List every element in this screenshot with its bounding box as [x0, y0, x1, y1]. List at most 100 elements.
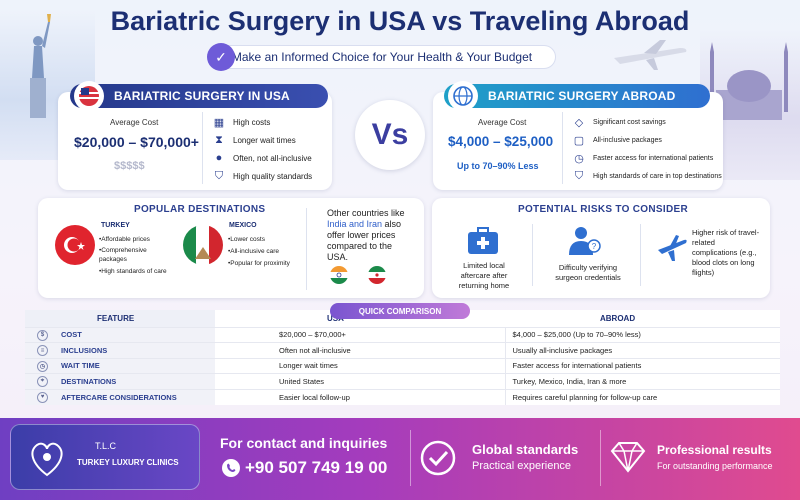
row-feature: AFTERCARE CONSIDERATIONS — [61, 392, 177, 402]
clinic-logo-box: T.L.C TURKEY LUXURY CLINICS — [10, 424, 200, 490]
row-usa-value: Often not all-inclusive — [215, 342, 506, 358]
row-usa-value: Easier local follow-up — [215, 388, 506, 405]
usa-card — [58, 92, 332, 190]
mexico-item-1: •Lower costs — [228, 236, 265, 243]
row-usa-value: Longer wait times — [215, 357, 506, 374]
person-icon: ● — [215, 152, 223, 164]
subtitle-text: Make an Informed Choice for Your Health … — [231, 50, 533, 64]
mexico-name: MEXICO — [229, 222, 257, 229]
comparison-table: FEATURE USA ABROAD $COST $20,000 – $70,0… — [25, 310, 780, 405]
mexico-item-3: •Popular for proximity — [228, 260, 290, 267]
footer-divider-2 — [600, 430, 601, 486]
risks-divider-1 — [532, 224, 533, 286]
row-abroad-value: Turkey, Mexico, India, Iran & more — [505, 373, 780, 389]
doctor-question-icon: ? — [569, 227, 601, 255]
phone-number[interactable]: +90 507 749 19 00 — [245, 458, 388, 477]
destinations-title: POPULAR DESTINATIONS — [134, 204, 266, 215]
abroad-badge-label: BARIATRIC SURGERY ABROAD — [488, 89, 676, 103]
header-abroad: ABROAD — [505, 310, 780, 327]
other-countries-text: Other countries like India and Iran also… — [327, 208, 405, 262]
svg-text:?: ? — [592, 242, 597, 251]
turkey-item-2: •Comprehensive packages — [99, 247, 147, 263]
header-feature: FEATURE — [25, 310, 215, 327]
usa-price-level: $$$$$ — [114, 160, 145, 172]
whatsapp-icon[interactable] — [221, 458, 241, 478]
risks-title: POTENTIAL RISKS TO CONSIDER — [518, 204, 688, 215]
shield-check-icon: ⛉ — [574, 169, 584, 182]
row-abroad-value: Usually all-inclusive packages — [505, 342, 780, 358]
row-feature: COST — [61, 330, 82, 340]
table-row: ◷ WAIT TIME Longer wait times Faster acce… — [25, 357, 780, 374]
table-row: ≡ INCLUSIONS Often not all-inclusive Usua… — [25, 342, 780, 358]
india-flag-icon — [330, 266, 348, 284]
abroad-bullet-4: ⛉ High standards of care in top destinati… — [572, 169, 722, 183]
us-globe-icon — [74, 81, 104, 111]
logo-short: T.L.C — [95, 441, 117, 451]
heart-icon: ♥ — [37, 391, 48, 403]
turkey-item-3: •High standards of care — [99, 268, 167, 275]
shield-check-icon: ⛉ — [214, 169, 224, 182]
standards-sub: Practical experience — [472, 460, 572, 472]
usa-bullet-1: ▦ High costs — [213, 116, 271, 129]
mexico-item-2: •All-inclusive care — [228, 248, 280, 255]
footer-divider-1 — [410, 430, 411, 486]
abroad-badge: BARIATRIC SURGERY ABROAD — [444, 81, 710, 111]
risk-item-2: Difficulty verifying surgeon credentials — [555, 263, 621, 282]
dollar-icon: $ — [37, 329, 48, 341]
abroad-card — [433, 92, 723, 190]
row-feature: INCLUSIONS — [61, 345, 108, 355]
mosque-icon — [710, 42, 788, 120]
usa-bullet-2: ⧗ Longer wait times — [212, 133, 296, 147]
abroad-divider — [562, 112, 563, 184]
results-title: Professional results — [657, 443, 772, 457]
globe-icon — [448, 81, 478, 111]
turkey-name: TURKEY — [101, 222, 130, 229]
vs-badge: Vs — [355, 100, 425, 170]
row-feature: WAIT TIME — [61, 361, 100, 371]
destinations-card — [38, 198, 424, 298]
location-pin-icon: ⌖ — [37, 376, 48, 387]
package-icon: ▢ — [573, 134, 585, 147]
usa-divider — [202, 112, 203, 184]
usa-badge-label: BARIATRIC SURGERY IN USA — [114, 89, 290, 103]
usa-badge: BARIATRIC SURGERY IN USA — [70, 81, 328, 111]
usa-bullet-3: ● Often, not all-inclusive — [212, 151, 312, 165]
row-usa-value: United States — [215, 373, 506, 389]
risk-item-1: Limited local aftercare after returning … — [458, 261, 510, 290]
page-title: Bariatric Surgery in USA vs Traveling Ab… — [110, 6, 690, 36]
tag-icon: ◇ — [574, 116, 584, 129]
medical-kit-icon — [468, 227, 498, 254]
row-abroad-value: Requires careful planning for follow-up … — [505, 388, 780, 405]
abroad-bullet-1: ◇ Significant cost savings — [572, 115, 666, 129]
turkey-flag-icon — [55, 225, 95, 265]
building-icon: ▦ — [213, 116, 225, 129]
check-circle-icon — [420, 440, 456, 476]
diamond-icon — [610, 442, 646, 473]
logo-name: TURKEY LUXURY CLINICS — [77, 458, 179, 467]
abroad-savings: Up to 70–90% Less — [457, 161, 539, 171]
results-sub: For outstanding performance — [657, 461, 773, 471]
destinations-divider — [306, 208, 307, 290]
abroad-cost-label: Average Cost — [478, 118, 527, 127]
usa-cost-label: Average Cost — [110, 118, 159, 127]
abroad-bullet-3: ◷ Faster access for international patient… — [572, 151, 713, 165]
risks-divider-2 — [640, 224, 641, 286]
table-row: $ COST $20,000 – $70,000+ $4,000 – $25,00… — [25, 326, 780, 343]
abroad-cost-value: $4,000 – $25,000 — [448, 134, 554, 149]
airplane-icon — [614, 40, 687, 70]
airplane-icon — [658, 235, 687, 261]
statue-of-liberty-icon — [30, 14, 51, 118]
abroad-bullet-2: ▢ All-inclusive packages — [573, 134, 662, 147]
mexico-flag-icon — [183, 225, 223, 265]
usa-bullet-4: ⛉ High quality standards — [212, 169, 312, 183]
row-abroad-value: $4,000 – $25,000 (Up to 70–90% less) — [505, 326, 780, 343]
contact-title: For contact and inquiries — [220, 435, 388, 451]
standards-title: Global standards — [472, 442, 579, 457]
subtitle-banner: ✓ Make an Informed Choice for Your Healt… — [207, 43, 556, 71]
clipboard-icon: ≡ — [37, 345, 48, 356]
table-row: ♥ AFTERCARE CONSIDERATIONS Easier local f… — [25, 388, 780, 405]
hourglass-icon: ⧗ — [215, 133, 223, 146]
table-row: ⌖ DESTINATIONS United States Turkey, Mexi… — [25, 373, 780, 389]
usa-cost-value: $20,000 – $70,000+ — [74, 134, 199, 150]
clock-icon: ◷ — [574, 152, 584, 165]
